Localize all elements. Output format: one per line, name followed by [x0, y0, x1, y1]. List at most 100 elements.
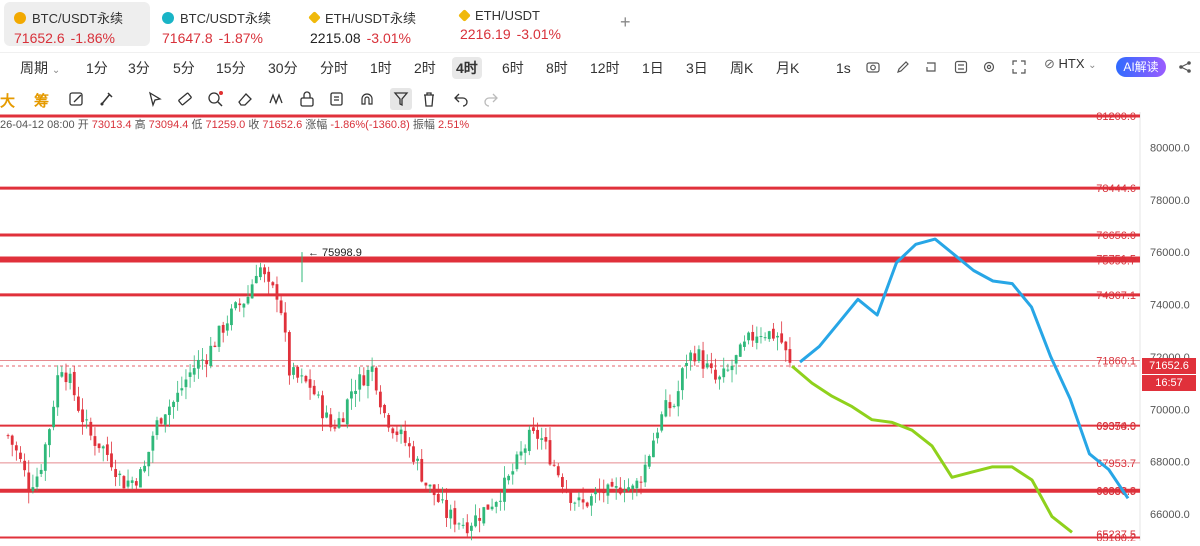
candle-body: [652, 440, 655, 458]
pen-icon[interactable]: [896, 60, 910, 74]
candle-body: [747, 332, 750, 341]
candle-body: [267, 271, 271, 282]
candle-body: [118, 473, 122, 476]
candle-body: [287, 332, 291, 376]
candle-body: [763, 337, 767, 339]
candle-body: [453, 508, 457, 525]
candle-body: [333, 427, 337, 429]
open-value: 73013.4: [91, 119, 132, 131]
tf-timeline[interactable]: 分时: [320, 60, 348, 76]
period-dropdown[interactable]: 周期 ⌄: [16, 57, 64, 79]
pattern-icon[interactable]: [268, 90, 286, 108]
lock-icon[interactable]: [298, 90, 316, 108]
candle-body: [329, 414, 333, 428]
tf-week[interactable]: 周K: [730, 60, 754, 76]
tf-month[interactable]: 月K: [776, 60, 800, 76]
candle-body: [743, 341, 746, 347]
tf-1m[interactable]: 1分: [86, 60, 108, 76]
current-price-tag: 71652.6: [1142, 357, 1196, 374]
ai-analysis-button[interactable]: AI解读: [1116, 57, 1166, 77]
tf-6h[interactable]: 6时: [502, 60, 524, 76]
candle-body: [52, 406, 55, 428]
ohlc-date: 26-04-12 08:00: [0, 119, 75, 131]
candle-body: [14, 445, 18, 451]
tf-1h[interactable]: 1时: [370, 60, 392, 76]
candle-body: [697, 349, 701, 362]
eraser-icon[interactable]: [236, 90, 254, 108]
tf-15m[interactable]: 15分: [216, 60, 246, 76]
indicator-icon[interactable]: [954, 60, 968, 74]
ruler-icon[interactable]: [176, 90, 194, 108]
candle-body: [548, 440, 552, 465]
candle-body: [486, 504, 490, 510]
candle-body: [85, 419, 89, 421]
exchange-label: HTX: [1058, 56, 1085, 71]
tab-eth-usdt-perp[interactable]: ETH/USDT永续 2215.08 -3.01%: [300, 2, 446, 46]
large-text-tool[interactable]: 大: [0, 93, 16, 110]
tf-5m[interactable]: 5分: [173, 60, 195, 76]
low-label: 低: [191, 119, 203, 131]
settings-gear-icon[interactable]: [982, 60, 996, 74]
candle-body: [714, 369, 717, 380]
tf-4h[interactable]: 4时: [452, 57, 482, 79]
tab-btc-usdt-perp-2[interactable]: BTC/USDT永续 71647.8 -1.87%: [152, 2, 298, 46]
tf-3d[interactable]: 3日: [686, 60, 708, 76]
chip-tool[interactable]: 筹: [34, 93, 50, 110]
candle-body: [126, 480, 130, 487]
level-label: 69374.0: [1096, 421, 1136, 433]
change-label: 涨幅: [305, 119, 328, 131]
timeframe-bar: 周期 ⌄ 1分 3分 5分 15分 30分 分时 1时 2时 4时 6时 8时 …: [0, 52, 1200, 83]
candle-body: [511, 471, 515, 475]
share-icon[interactable]: [1178, 60, 1192, 74]
candle-body: [221, 324, 225, 333]
replay-icon[interactable]: [924, 60, 938, 74]
candle-body: [312, 385, 316, 395]
candle-body: [192, 368, 196, 375]
price-chart[interactable]: 80000.078000.076000.074000.072000.070000…: [0, 111, 1200, 546]
candle-body: [345, 399, 349, 425]
candle-body: [358, 374, 362, 390]
note-icon[interactable]: [328, 90, 346, 108]
chart-canvas[interactable]: 80000.078000.076000.074000.072000.070000…: [0, 111, 1200, 546]
trash-icon[interactable]: [420, 90, 438, 108]
tf-3m[interactable]: 3分: [128, 60, 150, 76]
tf-1s[interactable]: 1s: [836, 60, 851, 76]
exchange-link-icon: ⊘: [1044, 56, 1055, 71]
candle-body: [656, 432, 659, 439]
camera-icon[interactable]: [866, 60, 880, 74]
candle-body: [81, 409, 84, 423]
level-label: 75751.5: [1096, 254, 1136, 266]
tf-2h[interactable]: 2时: [414, 60, 436, 76]
tf-30m[interactable]: 30分: [268, 60, 298, 76]
tf-1d[interactable]: 1日: [642, 60, 664, 76]
brush-icon[interactable]: [98, 90, 116, 108]
candle-body: [412, 446, 415, 462]
add-tab-button[interactable]: +: [620, 12, 631, 32]
tab-btc-usdt-perp[interactable]: BTC/USDT永续 71652.6 -1.86%: [4, 2, 150, 46]
candle-body: [680, 368, 684, 391]
candle-body: [478, 517, 482, 521]
filter-icon[interactable]: [390, 88, 412, 110]
candle-body: [664, 400, 668, 417]
tf-8h[interactable]: 8时: [546, 60, 568, 76]
tab-eth-usdt[interactable]: ETH/USDT 2216.19 -3.01%: [450, 2, 596, 46]
fullscreen-icon[interactable]: [1012, 60, 1026, 74]
high-marker-label: ← 75998.9: [308, 247, 362, 259]
magnet-icon[interactable]: [358, 90, 376, 108]
chevron-down-icon: ⌄: [51, 65, 61, 76]
cursor-icon[interactable]: [146, 90, 164, 108]
candle-body: [31, 487, 35, 491]
undo-icon[interactable]: [452, 90, 470, 108]
redo-icon[interactable]: [482, 90, 500, 108]
candle-body: [569, 492, 573, 503]
exchange-selector[interactable]: ⊘ HTX ⌄: [1044, 56, 1097, 72]
candle-body: [503, 477, 506, 502]
candle-body: [114, 469, 118, 477]
candle-body: [321, 395, 324, 419]
tf-12h[interactable]: 12时: [590, 60, 620, 76]
zoom-icon[interactable]: [206, 90, 224, 108]
candle-body: [627, 487, 630, 491]
candle-body: [188, 372, 192, 377]
candle-body: [350, 391, 353, 399]
edit-square-icon[interactable]: [68, 90, 86, 108]
